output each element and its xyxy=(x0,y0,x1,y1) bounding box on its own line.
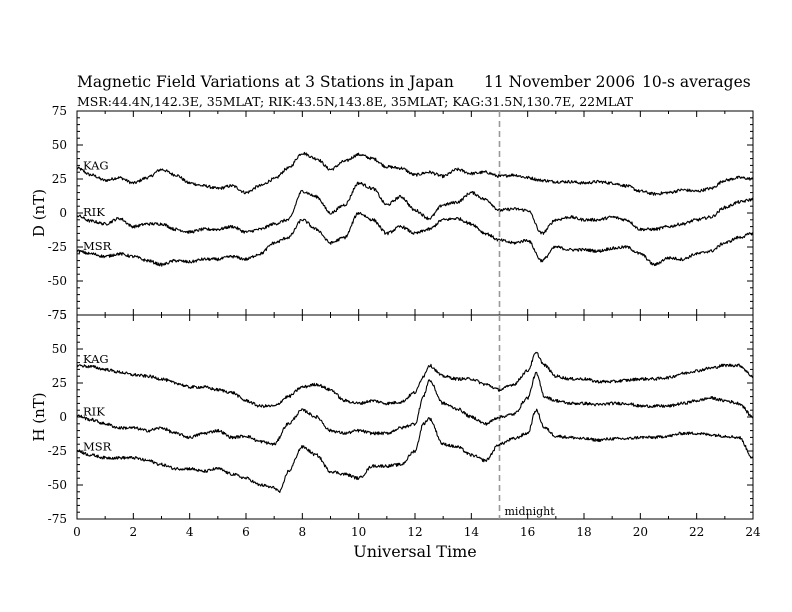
series-line-rik xyxy=(76,181,754,235)
x-tick-label: 6 xyxy=(242,525,250,539)
x-tick-label: 8 xyxy=(299,525,307,539)
x-tick-label: 4 xyxy=(186,525,194,539)
series-label-kag: KAG xyxy=(83,159,109,173)
series-line-rik xyxy=(76,371,754,446)
y-tick-label: -25 xyxy=(48,444,67,458)
x-tick-label: 20 xyxy=(633,525,648,539)
y-tick-label: 0 xyxy=(59,410,67,424)
y-axis-label-bottom: H (nT) xyxy=(30,392,48,441)
series-label-kag: KAG xyxy=(83,352,109,366)
x-tick-label: 22 xyxy=(689,525,704,539)
y-tick-label: -75 xyxy=(48,308,67,322)
y-tick-label: 25 xyxy=(52,172,67,186)
panel-frame-bottom xyxy=(76,314,754,520)
series-line-msr xyxy=(76,211,754,267)
y-tick-label: -50 xyxy=(48,274,67,288)
y-tick-label: 25 xyxy=(52,376,67,390)
series-line-msr xyxy=(76,408,754,493)
series-label-msr: MSR xyxy=(83,239,112,253)
y-tick-label: 50 xyxy=(52,138,67,152)
x-tick-label: 14 xyxy=(464,525,480,539)
x-tick-label: 0 xyxy=(73,525,81,539)
chart-title: Magnetic Field Variations at 3 Stations … xyxy=(77,73,454,91)
x-axis-label: Universal Time xyxy=(353,542,476,561)
y-tick-label: 0 xyxy=(59,206,67,220)
x-tick-label: 16 xyxy=(520,525,535,539)
series-label-rik: RIK xyxy=(83,404,105,418)
series-line-kag xyxy=(76,351,754,409)
chart-date: 11 November 2006 xyxy=(484,73,636,91)
series-line-kag xyxy=(76,151,754,196)
x-tick-label: 2 xyxy=(130,525,138,539)
chart-subtitle: MSR:44.4N,142.3E, 35MLAT; RIK:43.5N,143.… xyxy=(77,94,633,109)
y-tick-label: -25 xyxy=(48,240,67,254)
x-tick-label: 18 xyxy=(576,525,591,539)
x-tick-label: 10 xyxy=(351,525,366,539)
x-tick-label: 24 xyxy=(745,525,761,539)
y-tick-label: -75 xyxy=(48,512,67,526)
y-axis-label-top: D (nT) xyxy=(30,189,48,237)
series-label-rik: RIK xyxy=(83,205,105,219)
y-tick-label: 75 xyxy=(52,308,67,322)
panel-frame-top xyxy=(76,110,754,316)
x-tick-label: 12 xyxy=(407,525,422,539)
midnight-label: midnight xyxy=(505,505,556,518)
y-tick-label: 75 xyxy=(52,104,67,118)
y-tick-label: 50 xyxy=(52,342,67,356)
y-tick-label: -50 xyxy=(48,478,67,492)
chart-averaging: 10-s averages xyxy=(642,73,751,91)
series-label-msr: MSR xyxy=(83,440,112,454)
